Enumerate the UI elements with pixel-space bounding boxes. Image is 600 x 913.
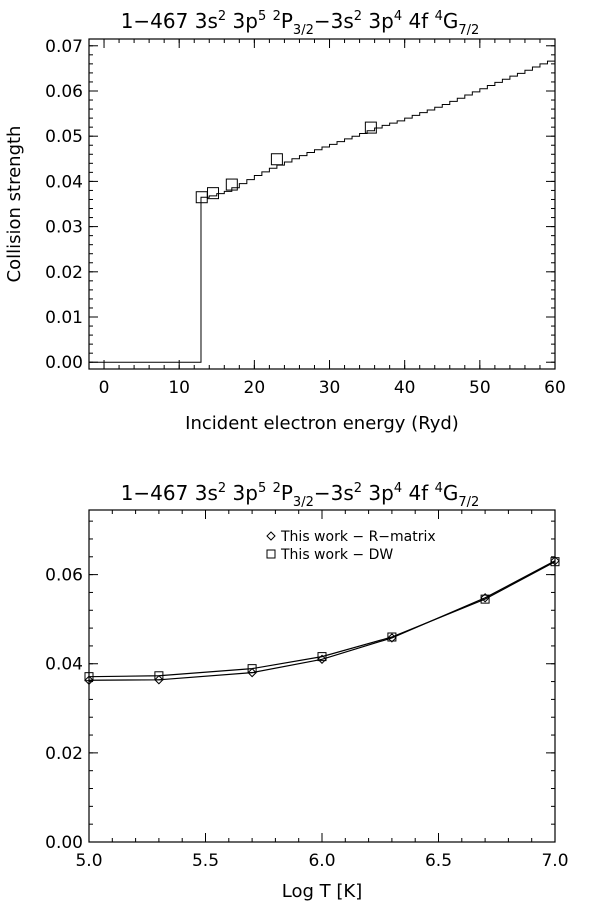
y-tick-label: 0.00 [45,833,83,853]
rmatrix-data-point [317,654,327,664]
top-x-axis-label: Incident electron energy (Ryd) [185,413,459,434]
rmatrix-data-point [247,667,257,678]
top-axis-ticks [88,39,556,369]
x-tick-label: 7.0 [541,851,568,871]
x-tick-label: 20 [244,378,266,398]
legend-marker-diamond [266,531,276,541]
y-tick-label: 0.04 [45,655,83,675]
y-tick-label: 0.01 [45,308,83,328]
legend-diamond-marker [266,531,276,541]
dw-data-point [364,121,377,134]
bottom-axis-ticks [88,510,556,843]
legend: This work − R−matrix This work − DW [266,529,436,563]
rmatrix-data-point [550,556,560,566]
bottom-x-tick-labels: 5.0 5.5 6.0 6.5 7.0 [75,851,568,871]
y-tick-label: 0.07 [45,37,83,57]
bottom-plot-title: 1−467 3s2 3p5 2P3/2−3s2 3p4 4f 4G7/2 [121,481,480,510]
y-tick-label: 0.02 [45,263,83,283]
x-tick-label: 6.0 [308,851,335,871]
top-y-tick-labels: 0.00 0.01 0.02 0.03 0.04 0.05 0.06 0.07 [45,37,83,373]
top-series [89,58,556,363]
dw-data-point [270,153,283,166]
legend-square-marker [266,549,276,559]
dw-data-point [225,178,238,191]
y-tick-label: 0.06 [45,566,83,586]
x-tick-label: 6.5 [425,851,452,871]
top-plot-title: 1−467 3s2 3p5 2P3/2−3s2 3p4 4f 4G7/2 [121,9,480,38]
bottom-x-axis-label: Log T [K] [282,881,362,902]
dw-data-point [154,671,164,681]
dw-data-point [550,557,560,567]
legend-label-dw: This work − DW [280,547,393,563]
top-plot-frame [88,38,556,370]
y-tick-label: 0.04 [45,172,83,192]
legend-marker-square [266,549,276,559]
bottom-series [84,556,560,685]
bottom-rate-plot: 1−467 3s2 3p5 2P3/2−3s2 3p4 4f 4G7/2 5.0… [45,481,568,902]
top-collision-strength-plot: 1−467 3s2 3p5 2P3/2−3s2 3p4 4f 4G7/2 0 10… [4,9,566,434]
dw-line [88,561,556,678]
rmatrix-step-line [89,58,556,363]
rmatrix-data-point [84,675,94,685]
dw-data-point [387,632,397,642]
legend-label-rmatrix: This work − R−matrix [280,529,436,545]
top-x-tick-labels: 0 10 20 30 40 50 60 [99,378,566,398]
y-tick-label: 0.05 [45,127,83,147]
y-tick-label: 0.00 [45,353,83,373]
dw-data-point [207,187,220,200]
x-tick-label: 50 [469,378,491,398]
x-tick-label: 5.0 [75,851,102,871]
rmatrix-data-point [480,593,490,603]
x-tick-label: 30 [319,378,341,398]
y-tick-label: 0.02 [45,744,83,764]
x-tick-label: 60 [544,378,566,398]
x-tick-label: 10 [168,378,190,398]
y-tick-label: 0.06 [45,82,83,102]
x-tick-label: 5.5 [192,851,219,871]
dw-data-point [84,672,94,682]
dw-data-point [247,664,257,674]
bottom-y-tick-labels: 0.00 0.02 0.04 0.06 [45,566,83,853]
dw-data-point [480,594,490,604]
y-tick-label: 0.03 [45,218,83,238]
dw-data-point [317,652,327,662]
rmatrix-line [88,560,556,681]
x-tick-label: 0 [99,378,110,398]
rmatrix-data-point [154,675,164,685]
x-tick-label: 40 [394,378,416,398]
top-y-axis-label: Collision strength [4,126,25,283]
